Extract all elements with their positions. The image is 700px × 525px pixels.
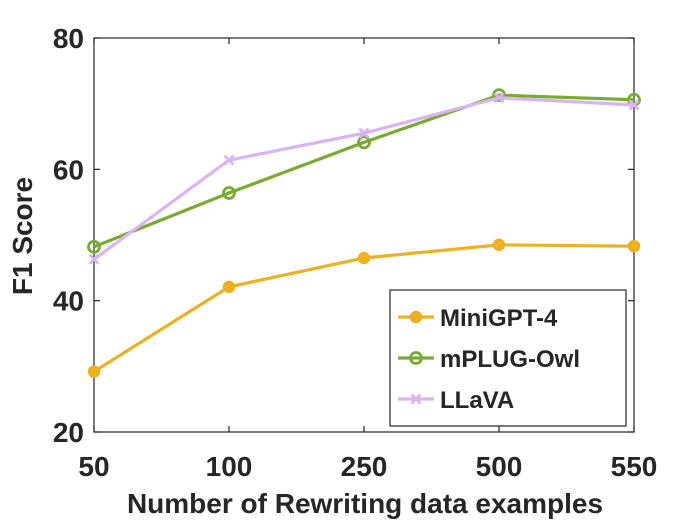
legend-label: MiniGPT-4	[440, 305, 558, 332]
data-point-llava	[358, 127, 370, 139]
legend-marker	[409, 310, 423, 324]
data-point-minigpt-4	[87, 365, 101, 378]
x-tick-label: 250	[341, 451, 388, 482]
y-axis-label: F1 Score	[7, 177, 38, 295]
data-point-llava	[628, 99, 640, 111]
data-point-minigpt-4	[627, 239, 641, 253]
legend-item-llava: LLaVA	[398, 387, 514, 414]
series-mplug-owl	[87, 88, 641, 254]
legend-label: LLaVA	[440, 387, 514, 414]
y-tick-label: 40	[53, 286, 84, 317]
data-point-llava	[493, 92, 505, 104]
data-point-minigpt-4	[357, 251, 371, 265]
y-axis-ticks: 20 40 60 80	[53, 23, 634, 448]
data-point-minigpt-4	[492, 238, 506, 252]
legend-marker	[410, 393, 422, 405]
y-tick-label: 80	[53, 23, 84, 54]
data-point-llava	[88, 253, 100, 265]
x-axis-ticks: 50 100 250 500 550	[78, 38, 657, 482]
legend-marker	[409, 351, 423, 365]
x-tick-label: 550	[611, 451, 658, 482]
legend-item-minigpt-4: MiniGPT-4	[398, 305, 558, 332]
x-tick-label: 50	[78, 451, 109, 482]
data-point-mplug-owl	[357, 135, 371, 150]
x-tick-label: 500	[476, 451, 523, 482]
y-tick-label: 20	[53, 417, 84, 448]
data-point-mplug-owl	[492, 88, 506, 103]
x-axis-label: Number of Rewriting data examples	[127, 488, 603, 519]
legend-item-mplug-owl: mPLUG-Owl	[398, 346, 580, 373]
data-point-mplug-owl	[87, 239, 101, 254]
series-minigpt-4	[87, 238, 641, 378]
data-point-llava	[223, 154, 235, 166]
series-line-mplug-owl	[93, 93, 635, 249]
y-tick-label: 60	[53, 154, 84, 185]
series-layer	[87, 88, 641, 378]
series-llava	[88, 92, 640, 265]
data-point-minigpt-4	[222, 280, 236, 294]
legend-label: mPLUG-Owl	[440, 346, 580, 373]
legend: MiniGPT-4 mPLUG-Owl LLaVA	[389, 289, 627, 427]
x-tick-label: 100	[206, 451, 253, 482]
data-point-mplug-owl	[222, 186, 236, 200]
